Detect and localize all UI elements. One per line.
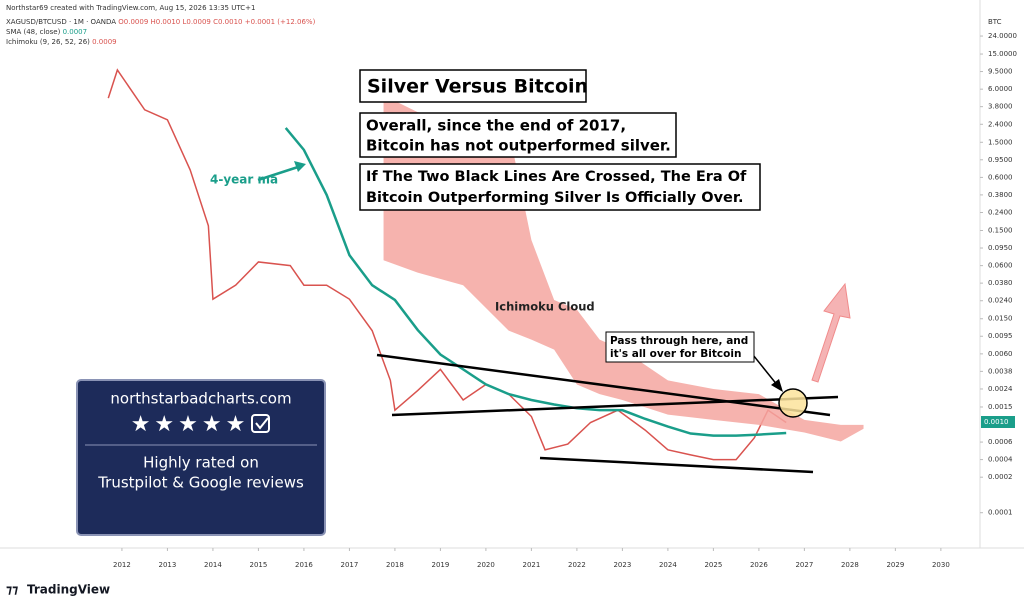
x-tick-label: 2026 [750, 561, 768, 569]
y-tick-label: 0.0001 [988, 509, 1013, 517]
ma-arrow-head [294, 161, 306, 172]
x-tick-label: 2013 [159, 561, 177, 569]
sma-line [284, 127, 787, 437]
x-tick-label: 2014 [204, 561, 222, 569]
y-tick-label: 0.0015 [988, 403, 1013, 411]
x-tick-label: 2027 [795, 561, 813, 569]
y-tick-label: 9.5000 [988, 68, 1013, 76]
axis-panel [980, 0, 1024, 548]
y-tick-label: 0.0006 [988, 438, 1013, 446]
trend-line [376, 353, 831, 417]
note: Bitcoin Outperforming Silver Is Official… [366, 190, 743, 206]
last-price: 0.0010 [984, 418, 1009, 426]
y-tick-label: 0.0004 [988, 456, 1013, 464]
y-tick-label: 3.8000 [988, 103, 1013, 111]
y-tick-label: 0.2400 [988, 209, 1013, 217]
legend-price: XAGUSD/BTCUSD · 1M · OANDA O0.0009 H0.00… [6, 18, 316, 26]
x-tick-label: 2017 [341, 561, 359, 569]
legend-ichimoku: Ichimoku (9, 26, 52, 26) 0.0009 [6, 38, 117, 46]
title-box [359, 69, 587, 103]
y-tick-label: 6.0000 [988, 85, 1013, 93]
note-box [605, 331, 755, 363]
x-tick-label: 2022 [568, 561, 586, 569]
ma-label: 4-year ma [210, 173, 278, 187]
x-tick-label: 2028 [841, 561, 859, 569]
y-tick-label: 0.9500 [988, 156, 1013, 164]
x-tick-label: 2016 [295, 561, 313, 569]
trend-line [391, 395, 839, 417]
badge-text: Trustpilot & Google reviews [97, 474, 304, 492]
check-box [251, 414, 270, 433]
x-tick-label: 2029 [886, 561, 904, 569]
x-tick-label: 2015 [250, 561, 268, 569]
legend-name: Ichimoku (9, 26, 52, 26) [6, 38, 90, 46]
y-tick-label: 0.0095 [988, 332, 1013, 340]
note: Bitcoin has not outperformed silver. [366, 137, 671, 155]
badge-site: northstarbadcharts.com [110, 390, 291, 408]
legend-name: SMA (48, close) [6, 28, 61, 36]
pointer-arrow-head [771, 379, 783, 392]
legend-value: 0.0007 [63, 28, 88, 36]
note-box [359, 163, 761, 211]
badge [76, 379, 326, 536]
y-tick-label: 2.4000 [988, 120, 1013, 128]
y-tick-label: 0.0600 [988, 262, 1013, 270]
x-tick-label: 2019 [431, 561, 449, 569]
title: Silver Versus Bitcoin [367, 76, 588, 98]
y-tick-label: 15.0000 [988, 50, 1017, 58]
y-tick-label: 0.0038 [988, 367, 1013, 375]
trend-line [539, 456, 814, 474]
note: it's all over for Bitcoin [610, 348, 741, 360]
x-tick-label: 2023 [613, 561, 631, 569]
currency: BTC [988, 18, 1002, 26]
price-line [107, 68, 787, 461]
y-tick-label: 0.0060 [988, 350, 1013, 358]
y-tick-label: 0.0024 [988, 385, 1013, 393]
y-tick-label: 0.0240 [988, 297, 1013, 305]
ohlc: O0.0009 H0.0010 L0.0009 C0.0010 +0.0001 … [118, 18, 315, 26]
logo-mark: ⁊⁊ [6, 583, 18, 597]
stars: ★★★★★ [131, 412, 250, 437]
x-tick-label: 2025 [704, 561, 722, 569]
note: Overall, since the end of 2017, [366, 117, 626, 135]
badge-text: Highly rated on [143, 454, 259, 472]
y-tick-label: 0.0002 [988, 473, 1013, 481]
ma-arrow [257, 165, 299, 182]
y-tick-label: 0.0950 [988, 244, 1013, 252]
x-tick-label: 2018 [386, 561, 404, 569]
up-arrow [811, 282, 851, 383]
cloud-label: Ichimoku Cloud [495, 300, 595, 314]
legend-sma: SMA (48, close) 0.0007 [6, 28, 87, 36]
check [255, 417, 269, 430]
y-tick-label: 0.6000 [988, 173, 1013, 181]
legend-value: 0.0009 [92, 38, 117, 46]
y-tick-label: 0.1500 [988, 227, 1013, 235]
target-circle [778, 388, 808, 418]
y-tick-label: 1.5000 [988, 138, 1013, 146]
y-tick-label: 0.0380 [988, 279, 1013, 287]
note-box [359, 112, 677, 158]
legend-name: XAGUSD/BTCUSD · 1M · OANDA [6, 18, 116, 26]
x-tick-label: 2021 [522, 561, 540, 569]
y-tick-label: 0.0150 [988, 315, 1013, 323]
footer: TradingView [27, 583, 110, 597]
x-tick-label: 2030 [932, 561, 950, 569]
y-tick-label: 0.3800 [988, 191, 1013, 199]
x-tick-label: 2020 [477, 561, 495, 569]
y-tick-label: 24.0000 [988, 32, 1017, 40]
x-tick-label: 2012 [113, 561, 131, 569]
price-tag [981, 416, 1015, 428]
x-tick-label: 2024 [659, 561, 677, 569]
note: If The Two Black Lines Are Crossed, The … [366, 169, 747, 185]
note: Pass through here, and [610, 335, 748, 347]
credit: Northstar69 created with TradingView.com… [6, 4, 255, 12]
